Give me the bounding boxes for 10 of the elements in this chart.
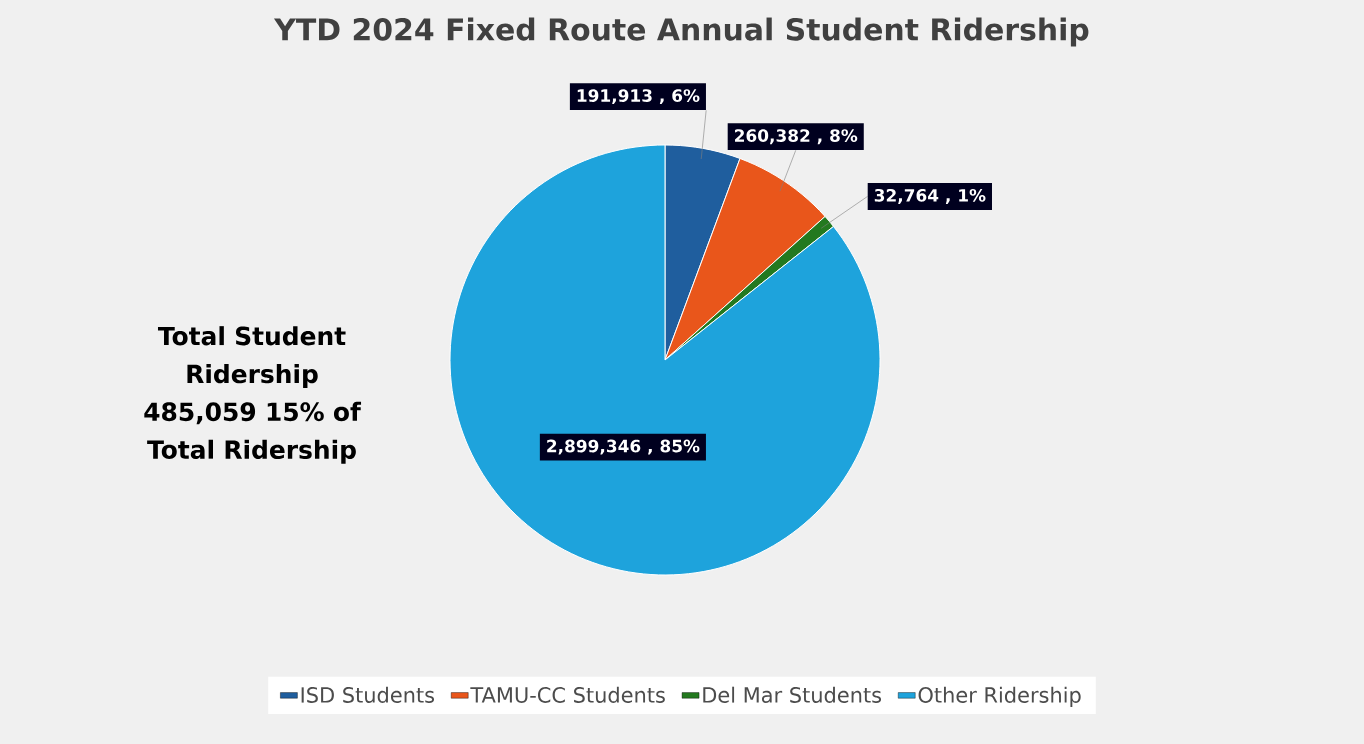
legend-label: ISD Students bbox=[301, 686, 435, 703]
data-label: 191,913 , 6% bbox=[577, 89, 700, 105]
data-label: 2,899,346 , 85% bbox=[547, 439, 700, 455]
text: Total Student Ridership 485,059 15% of Total Ridership bbox=[144, 326, 362, 464]
data-label: 32,764 , 1% bbox=[874, 188, 986, 204]
chart-title: YTD 2024 Fixed Route Annual Student Ridership bbox=[273, 17, 1089, 47]
legend-label: TAMU-CC Students bbox=[470, 686, 665, 703]
data-label: 260,382 , 8% bbox=[735, 129, 858, 145]
legend-label: Other Ridership bbox=[918, 686, 1081, 707]
legend-label: Del Mar Students bbox=[703, 686, 882, 703]
